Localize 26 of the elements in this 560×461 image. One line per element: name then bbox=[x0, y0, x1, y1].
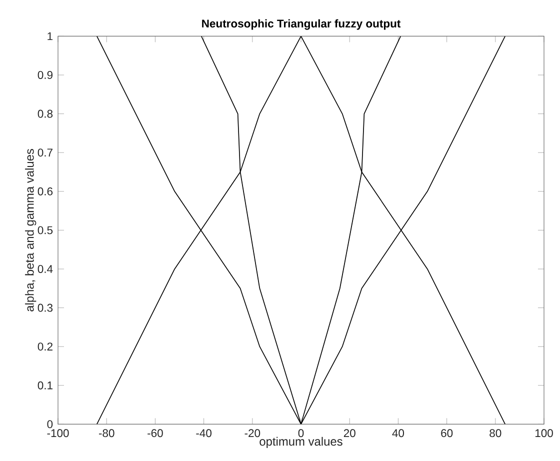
x-tick-label: -60 bbox=[148, 429, 163, 438]
x-tick-label: -40 bbox=[196, 429, 212, 438]
x-tick-label: 0 bbox=[298, 429, 304, 438]
y-tick-label: 0.3 bbox=[38, 304, 53, 312]
chart-title: Neutrosophic Triangular fuzzy output bbox=[202, 19, 401, 30]
y-tick-label: 0.9 bbox=[38, 71, 52, 79]
y-tick-label: 0.5 bbox=[38, 226, 53, 234]
x-axis-title: optimum values bbox=[260, 436, 342, 448]
y-tick-label: 0.8 bbox=[38, 110, 53, 118]
x-tick-label: -20 bbox=[244, 429, 260, 438]
x-tick-label: 100 bbox=[535, 429, 553, 438]
x-tick-label: 20 bbox=[344, 429, 356, 438]
y-tick-label: 0.2 bbox=[38, 342, 52, 351]
x-tick-label: -80 bbox=[98, 429, 114, 438]
y-axis-title: alpha, beta and gamma values bbox=[25, 148, 36, 312]
y-tick-label: 0.1 bbox=[38, 381, 52, 390]
x-tick-label: 60 bbox=[441, 429, 453, 438]
line-series bbox=[96, 36, 506, 424]
y-tick-label: 1 bbox=[48, 32, 52, 40]
y-tick-label: 0.7 bbox=[38, 148, 52, 157]
x-tick-label: 40 bbox=[392, 429, 404, 438]
y-tick-label: 0 bbox=[47, 420, 53, 428]
x-tick-label: 80 bbox=[490, 429, 502, 438]
y-tick-label: 0.6 bbox=[38, 187, 53, 196]
x-tick-label: -100 bbox=[47, 429, 69, 438]
y-tick-label: 0.4 bbox=[38, 265, 53, 273]
